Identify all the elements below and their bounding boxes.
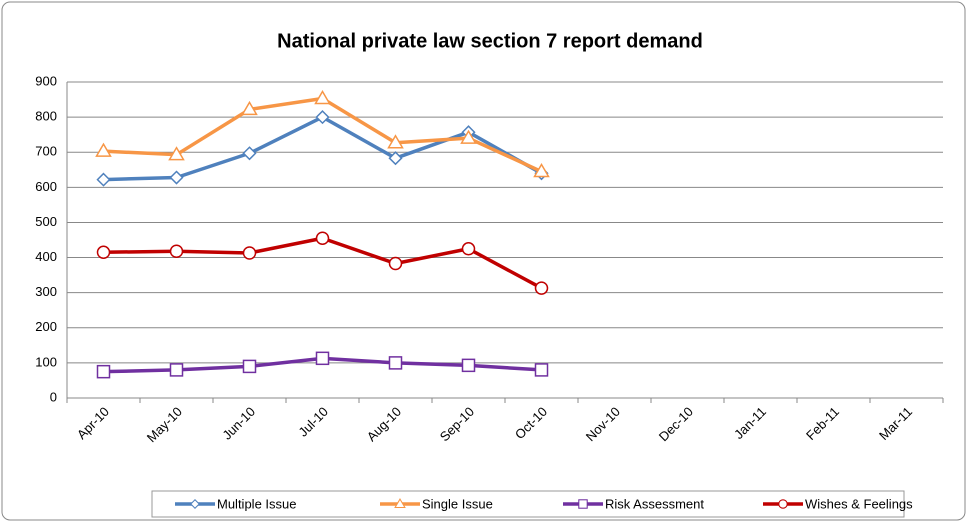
marker	[461, 358, 476, 373]
y-tick-label: 700	[35, 144, 57, 159]
y-tick-label: 0	[50, 389, 57, 404]
marker	[315, 110, 330, 125]
y-tick-label: 900	[35, 73, 57, 88]
marker	[96, 364, 111, 379]
y-tick-label: 100	[35, 354, 57, 369]
legend: Multiple Issue Single Issue Risk Assessmen…	[151, 490, 913, 518]
marker	[169, 244, 184, 258]
legend-label: Single Issue	[422, 496, 493, 511]
marker	[169, 170, 184, 185]
y-tick-label: 400	[35, 249, 57, 264]
marker	[578, 499, 588, 509]
marker	[388, 256, 403, 271]
marker	[169, 363, 184, 377]
marker	[242, 146, 257, 161]
marker	[534, 281, 549, 295]
marker	[315, 351, 330, 366]
marker	[241, 100, 258, 116]
marker	[460, 129, 477, 144]
marker	[461, 242, 476, 256]
marker	[190, 499, 200, 509]
marker	[387, 134, 404, 149]
marker	[778, 499, 788, 509]
marker	[394, 498, 406, 509]
legend-label: Multiple Issue	[217, 496, 296, 511]
y-tick-label: 200	[35, 319, 57, 334]
y-tick-label: 500	[35, 214, 57, 229]
marker	[242, 246, 257, 260]
marker	[96, 172, 111, 187]
legend-label: Wishes & Feelings	[805, 496, 913, 511]
marker	[96, 245, 111, 260]
marker	[314, 90, 331, 105]
y-tick-label: 800	[35, 109, 57, 124]
marker	[388, 356, 403, 370]
legend-label: Risk Assessment	[605, 496, 704, 511]
y-tick-label: 600	[35, 179, 57, 194]
marker	[533, 163, 550, 178]
y-tick-label: 300	[35, 284, 57, 299]
marker	[95, 142, 112, 157]
marker	[534, 363, 549, 377]
marker	[388, 151, 403, 166]
chart-title: National private law section 7 report de…	[277, 30, 703, 52]
marker	[315, 231, 330, 245]
marker	[242, 359, 257, 374]
marker	[168, 146, 185, 161]
